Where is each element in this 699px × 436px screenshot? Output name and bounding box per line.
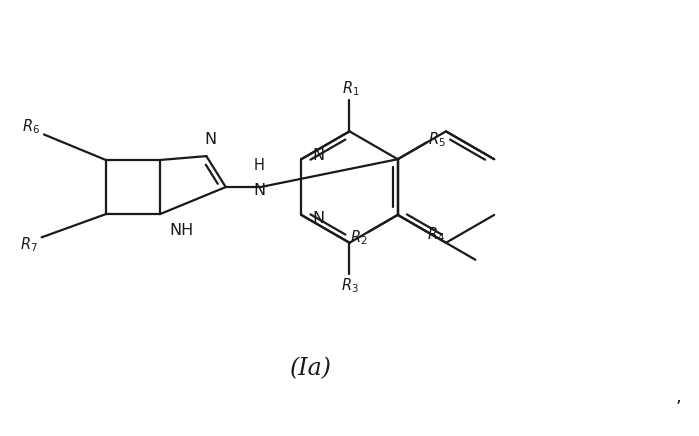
Text: $R_7$: $R_7$ — [20, 236, 38, 255]
Text: $R_4$: $R_4$ — [427, 225, 445, 244]
Text: N: N — [313, 148, 325, 163]
Text: $R_3$: $R_3$ — [340, 276, 359, 295]
Text: N: N — [253, 183, 265, 198]
Text: $R_1$: $R_1$ — [343, 79, 360, 98]
Text: (Ia): (Ia) — [290, 358, 332, 380]
Text: ,: , — [675, 388, 681, 406]
Text: N: N — [313, 211, 325, 226]
Text: N: N — [204, 132, 216, 147]
Text: H: H — [254, 158, 264, 173]
Text: NH: NH — [170, 223, 194, 238]
Text: $R_2$: $R_2$ — [350, 229, 368, 248]
Text: $R_5$: $R_5$ — [428, 130, 445, 149]
Text: $R_6$: $R_6$ — [22, 117, 40, 136]
